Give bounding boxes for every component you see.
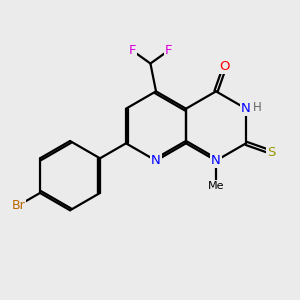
Text: O: O <box>219 60 230 74</box>
Text: N: N <box>241 102 251 115</box>
Text: Me: Me <box>208 181 225 190</box>
Text: S: S <box>267 146 276 159</box>
Text: F: F <box>128 44 136 57</box>
Text: Br: Br <box>11 199 25 212</box>
Text: N: N <box>211 154 221 167</box>
Text: N: N <box>151 154 161 167</box>
Text: H: H <box>253 101 262 114</box>
Text: F: F <box>165 44 172 57</box>
